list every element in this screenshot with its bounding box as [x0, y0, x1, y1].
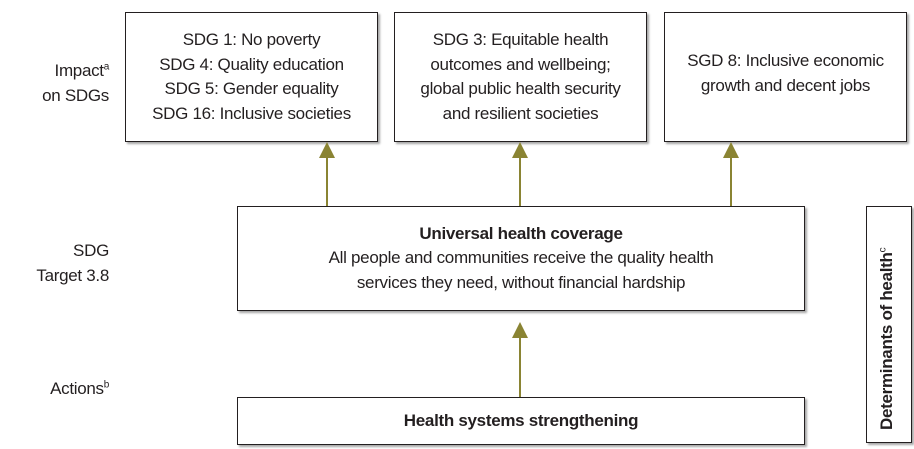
- uhc-description-line: services they need, without financial ha…: [356, 272, 686, 292]
- action-box: Health systems strengthening: [237, 397, 805, 445]
- impact-box-3-line: growth and decent jobs: [700, 75, 871, 95]
- row-label-impact: Impacta on SDGs: [42, 58, 109, 108]
- impact-box-2-line: and resilient societies: [442, 103, 599, 123]
- impact-box-2-line: outcomes and wellbeing;: [430, 54, 611, 74]
- row-label-impact-line2: on SDGs: [42, 86, 109, 105]
- determinants-of-health-text: Determinants of health: [877, 252, 896, 430]
- row-label-impact-text: Impact: [54, 61, 105, 80]
- impact-box-1-line: SDG 16: Inclusive societies: [152, 103, 351, 123]
- arrow-uhc-to-impact-3: [723, 142, 739, 206]
- row-label-actions-text: Actions: [50, 379, 104, 398]
- row-label-actions-footnote: b: [103, 379, 110, 391]
- row-label-target-line2: Target 3.8: [36, 266, 109, 285]
- arrow-uhc-to-impact-2: [512, 142, 528, 206]
- determinants-of-health-box: [866, 206, 912, 443]
- action-title: Health systems strengthening: [403, 410, 639, 430]
- impact-box-sdg-1-4-5-16: SDG 1: No poverty SDG 4: Quality educati…: [125, 12, 378, 142]
- arrow-action-to-uhc: [512, 322, 528, 397]
- determinants-of-health-label: Determinants of healthc: [877, 248, 897, 430]
- impact-box-3-line: SGD 8: Inclusive economic: [687, 51, 884, 70]
- impact-box-2-line: global public health security: [420, 79, 621, 98]
- row-label-target-line1: SDG: [73, 241, 109, 260]
- impact-box-1-line: SDG 5: Gender equality: [164, 79, 339, 98]
- row-label-actions: Actionsb: [50, 376, 109, 401]
- arrow-uhc-to-impact-1: [319, 142, 335, 206]
- impact-box-sdg-3: SDG 3: Equitable health outcomes and wel…: [394, 12, 647, 142]
- uhc-title: Universal health coverage: [419, 223, 623, 243]
- impact-box-1-line: SDG 4: Quality education: [159, 54, 344, 74]
- impact-box-1-line: SDG 1: No poverty: [182, 30, 321, 49]
- row-label-target: SDG Target 3.8: [36, 238, 109, 288]
- uhc-description-line: All people and communities receive the q…: [328, 248, 714, 268]
- impact-box-2-line: SDG 3: Equitable health: [432, 30, 609, 49]
- row-label-impact-footnote: a: [103, 61, 110, 73]
- determinants-of-health-footnote: c: [877, 247, 889, 253]
- impact-box-sdg-8: SGD 8: Inclusive economic growth and dec…: [664, 12, 907, 142]
- uhc-box: Universal health coverage All people and…: [237, 206, 805, 311]
